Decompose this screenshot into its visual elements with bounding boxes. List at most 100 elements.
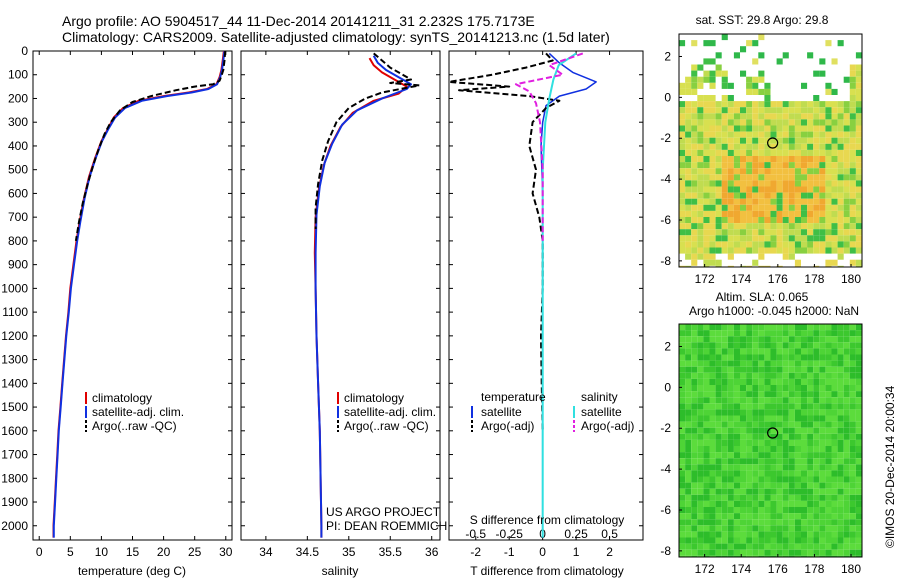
map-cell [752, 348, 759, 355]
map-cell [703, 342, 710, 349]
map-cell [849, 168, 856, 175]
map-cell [770, 137, 777, 144]
map-cell [679, 143, 686, 150]
map-cell [813, 217, 820, 224]
argo-position-marker [767, 427, 779, 439]
map-cell [746, 433, 753, 440]
map-cell [740, 101, 747, 108]
argo-position-marker [767, 137, 779, 149]
map-cell [691, 537, 698, 544]
map-cell [733, 397, 740, 404]
map-cell [831, 446, 838, 453]
map-cell [727, 131, 734, 138]
map-cell [715, 342, 722, 349]
map-cell [740, 470, 747, 477]
map-cell [782, 107, 789, 114]
map-cell [709, 348, 716, 355]
map-cell [855, 217, 862, 224]
map-cell [703, 366, 710, 373]
map-cell [788, 168, 795, 175]
map-cell [849, 354, 856, 361]
depth-tick-label: 1600 [1, 424, 28, 438]
depth-tick-label: 1800 [1, 471, 28, 485]
map-cell [764, 156, 771, 163]
map-cell [843, 397, 850, 404]
map-cell [837, 137, 844, 144]
map-cell [691, 415, 698, 422]
map-cell [733, 137, 740, 144]
map-cell [721, 156, 728, 163]
map-cell [715, 525, 722, 532]
map-cell [721, 95, 728, 102]
map-cell [697, 253, 704, 260]
map-cell [837, 470, 844, 477]
map-cell [770, 507, 777, 514]
map-cell [703, 229, 710, 236]
map-cell [715, 555, 722, 557]
map-cell [715, 229, 722, 236]
map-cell [764, 342, 771, 349]
map-cell [709, 409, 716, 416]
map-cell [831, 119, 838, 126]
map-cell [721, 149, 728, 156]
map-cell [685, 378, 692, 385]
map-cell [843, 125, 850, 132]
map-cell [819, 372, 826, 379]
map-cell [807, 204, 814, 211]
map-cell [813, 366, 820, 373]
map-cell [819, 168, 826, 175]
map-cell [825, 397, 832, 404]
map-cell [733, 525, 740, 532]
map-cell [813, 446, 820, 453]
map-cell [788, 137, 795, 144]
map-cell [855, 223, 862, 230]
map-cell [697, 168, 704, 175]
map-cell [685, 82, 692, 89]
map-cell [746, 241, 753, 248]
map-cell [807, 488, 814, 495]
map-cell [782, 180, 789, 187]
map-cell [752, 433, 759, 440]
map-cell [801, 125, 808, 132]
map-cell [794, 555, 801, 557]
map-cell [703, 156, 710, 163]
map-cell [782, 507, 789, 514]
legend-label-satellite: satellite-adj. clim. [92, 405, 184, 419]
map-cell [764, 336, 771, 343]
map-cell [740, 555, 747, 557]
map-cell [837, 156, 844, 163]
map-cell [752, 137, 759, 144]
map-cell [703, 113, 710, 120]
map-cell [697, 415, 704, 422]
map-cell [770, 464, 777, 471]
map-cell [697, 143, 704, 150]
map-cell [703, 531, 710, 538]
map-cell [758, 439, 765, 446]
map-cell [813, 421, 820, 428]
map-cell [776, 452, 783, 459]
map-cell [685, 464, 692, 471]
map-cell [843, 342, 850, 349]
map-cell [813, 336, 820, 343]
map-cell [770, 372, 777, 379]
map-cell [727, 476, 734, 483]
map-cell [746, 119, 753, 126]
difference-xlabel: T difference from climatology [470, 564, 624, 578]
map-cell [776, 162, 783, 169]
map-cell [758, 415, 765, 422]
map-cell [752, 537, 759, 544]
map-cell [782, 531, 789, 538]
map-cell [782, 519, 789, 526]
map-cell [801, 482, 808, 489]
temperature-xtick-label: 25 [188, 545, 202, 559]
map-cell [740, 107, 747, 114]
map-cell [691, 40, 698, 47]
map-cell [807, 446, 814, 453]
map-cell [758, 458, 765, 465]
depth-tick-label: 0 [21, 44, 28, 58]
map-cell [855, 131, 862, 138]
map-cell [849, 391, 856, 398]
map-cell [819, 525, 826, 532]
map-cell [709, 241, 716, 248]
